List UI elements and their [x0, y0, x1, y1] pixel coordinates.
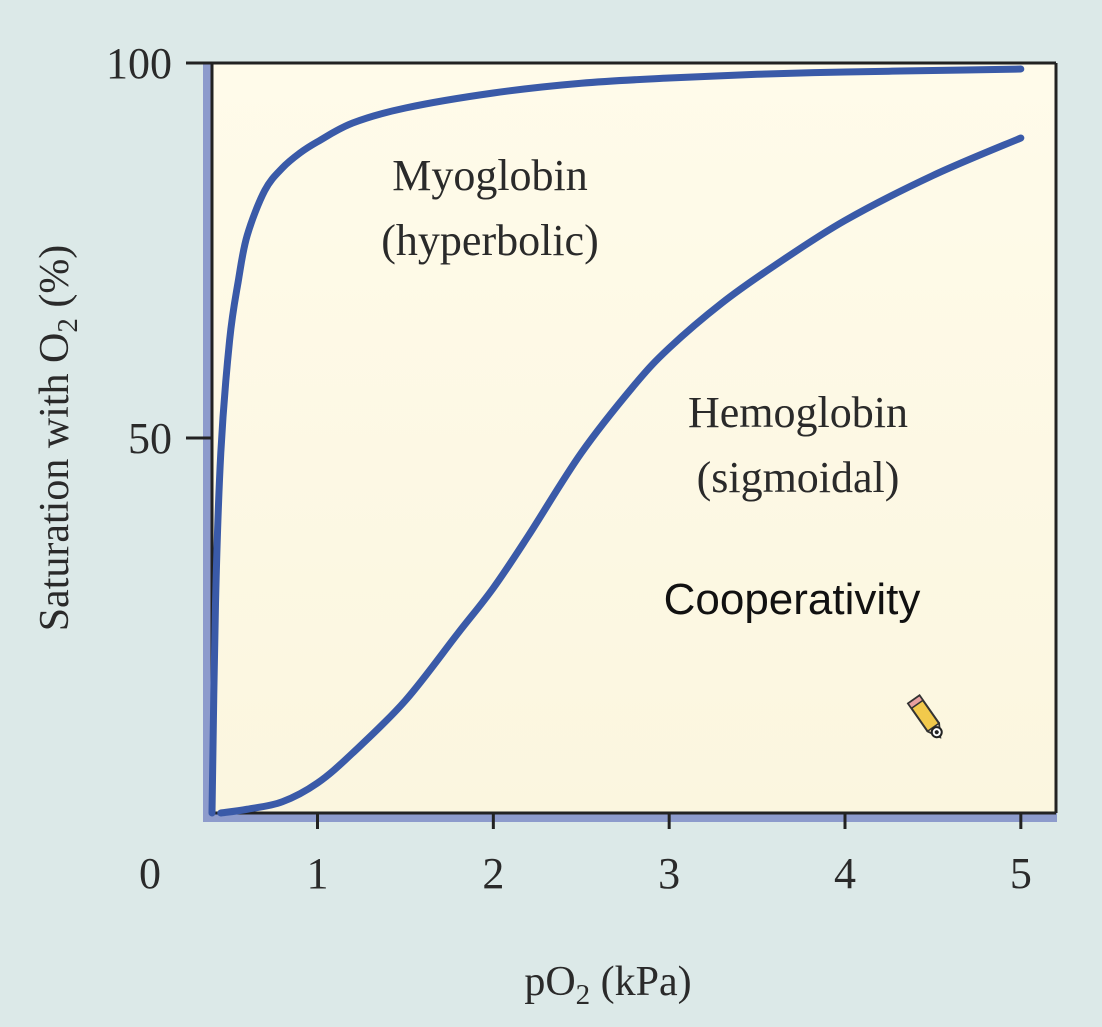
hemoglobin-label: Hemoglobin	[688, 388, 908, 437]
y-tick-label: 50	[128, 414, 172, 463]
myoglobin-curve	[208, 65, 1025, 817]
hemoglobin-sublabel: (sigmoidal)	[697, 453, 900, 502]
x-tick-label: 5	[1010, 849, 1032, 898]
origin-label: 0	[139, 849, 161, 898]
x-axis-label: pO2 (kPa)	[524, 959, 691, 1011]
myoglobin-sublabel: (hyperbolic)	[381, 216, 598, 265]
cooperativity-annotation: Cooperativity	[664, 575, 921, 624]
myoglobin-label: Myoglobin	[392, 151, 588, 200]
x-tick-label: 4	[834, 849, 856, 898]
x-tick-label: 2	[482, 849, 504, 898]
series-curves	[208, 65, 1025, 817]
y-axis-label: Saturation with O2 (%)	[32, 245, 84, 632]
y-axis-ticks: 50 100	[106, 39, 212, 463]
y-tick-label: 100	[106, 39, 172, 88]
x-axis-accent	[203, 813, 1057, 822]
plot-area	[212, 63, 1056, 813]
x-axis-ticks: 1 2 3 4 5	[307, 813, 1032, 898]
hemoglobin-curve	[217, 134, 1025, 817]
x-tick-label: 3	[658, 849, 680, 898]
y-axis-accent	[203, 63, 211, 821]
pencil-cursor-icon	[906, 694, 943, 739]
x-tick-label: 1	[307, 849, 329, 898]
